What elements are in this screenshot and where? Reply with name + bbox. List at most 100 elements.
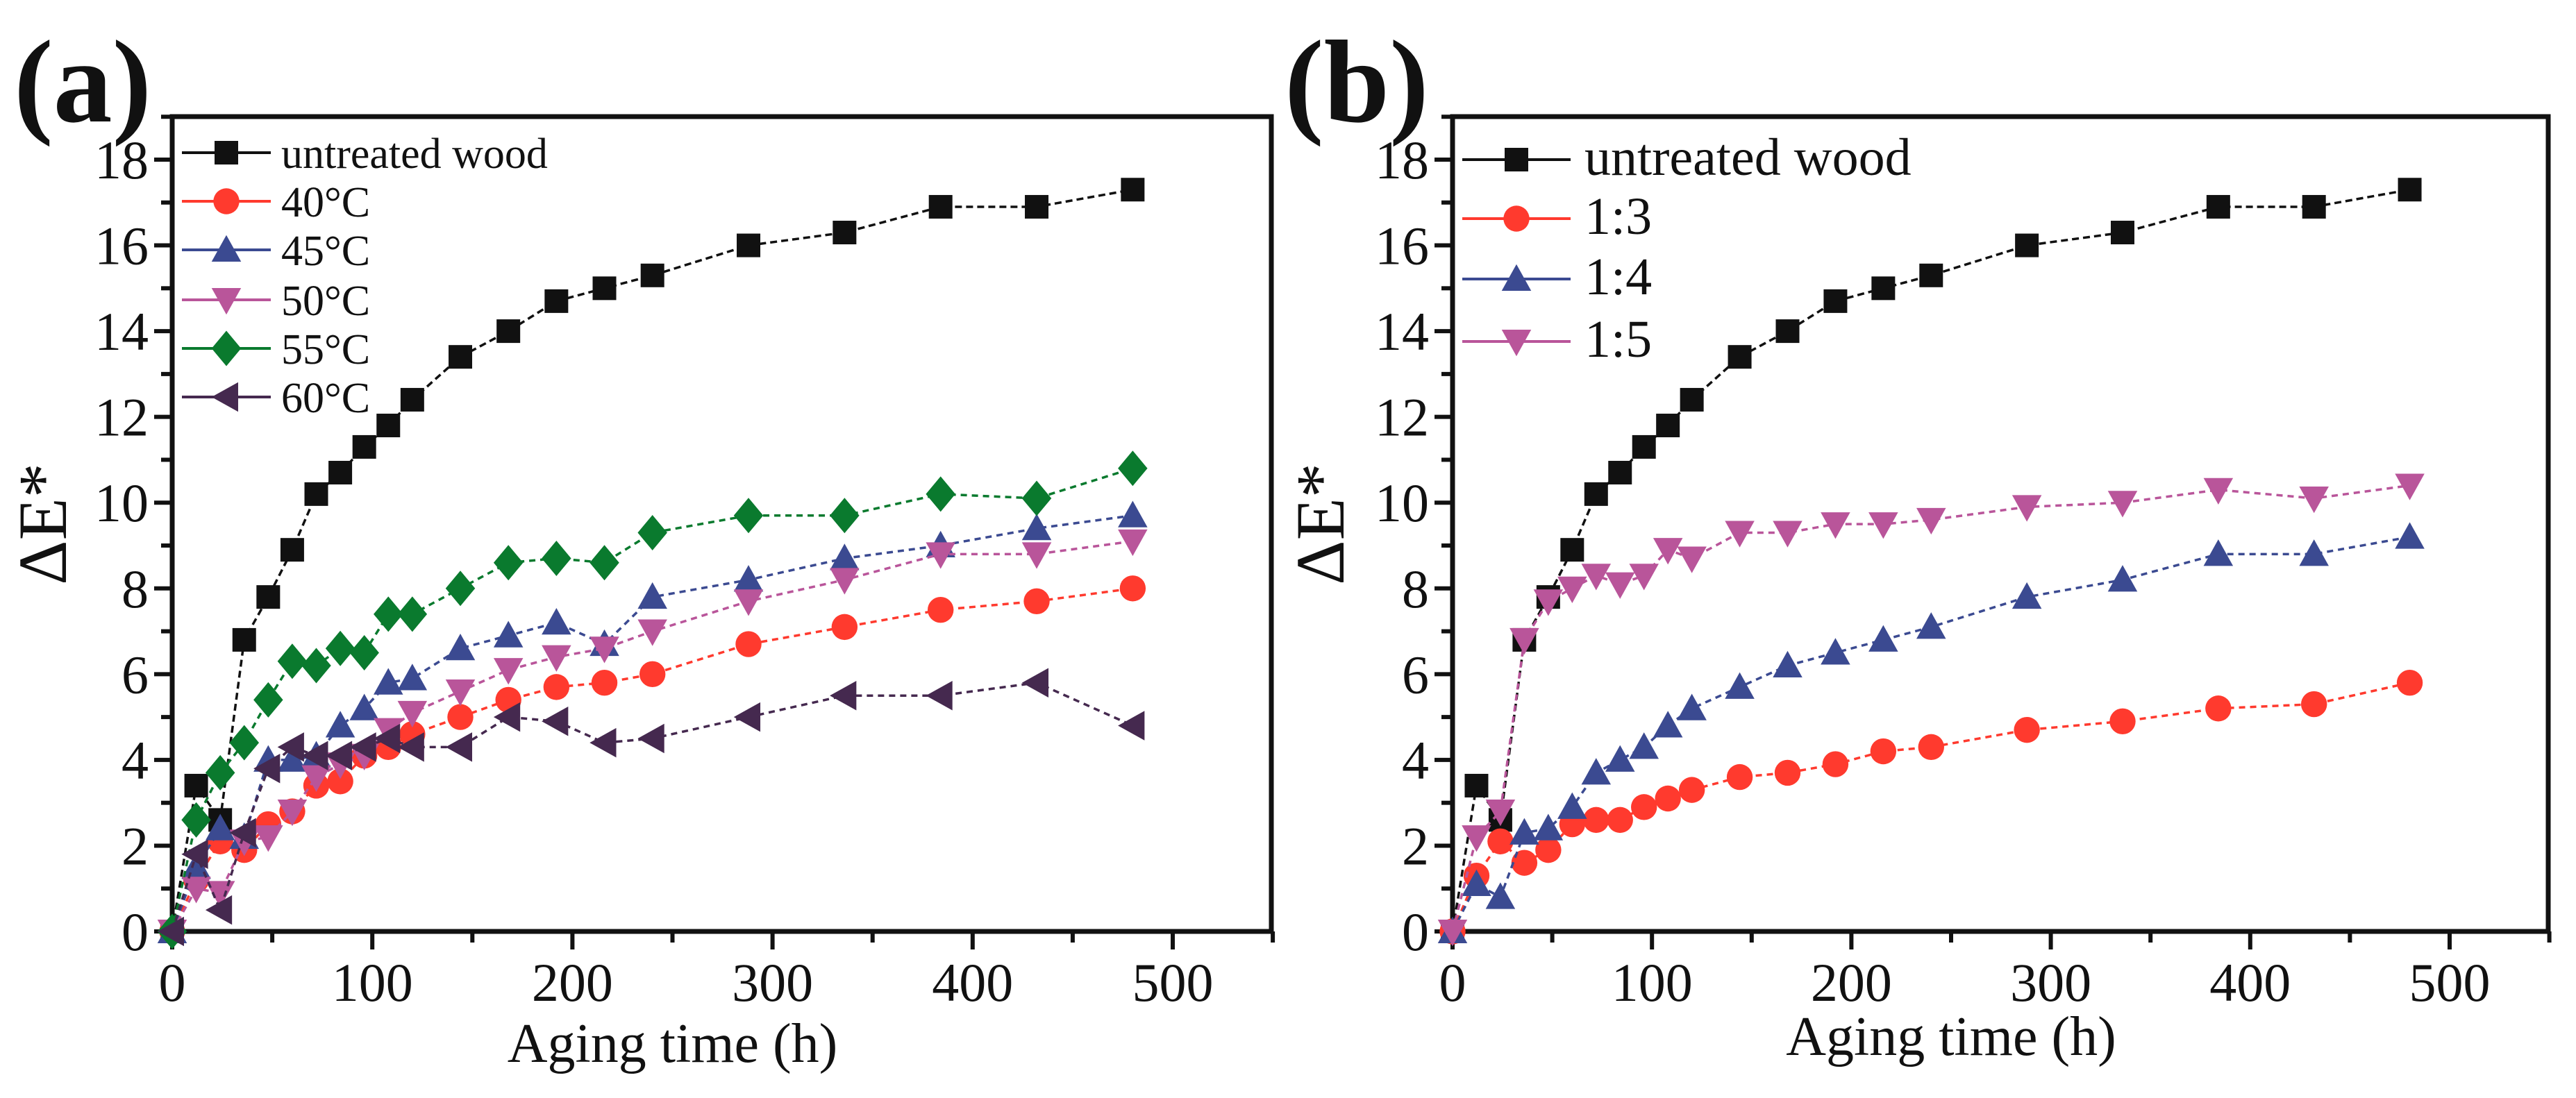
x-tick-label: 100: [1612, 952, 1693, 1013]
data-point: [830, 680, 857, 711]
data-point: [830, 568, 860, 595]
data-point: [397, 664, 428, 691]
data-point: [1021, 542, 1052, 569]
series-line: [1451, 535, 2410, 932]
data-point: [1509, 818, 1539, 845]
data-point: [1774, 759, 1801, 786]
data-point: [1631, 794, 1657, 820]
x-tick-label: 200: [1811, 952, 1892, 1013]
legend-item: 1:3: [1462, 187, 1652, 246]
series-line: [171, 681, 1134, 932]
legend-item: untreated wood: [1462, 128, 1912, 187]
y-tick-label: 8: [122, 559, 149, 619]
data-point: [1870, 738, 1897, 765]
legend-marker: [211, 288, 242, 315]
data-point: [1533, 813, 1564, 841]
data-point: [589, 636, 619, 664]
data-point: [733, 565, 764, 592]
data-point: [445, 571, 476, 607]
data-point: [2299, 539, 2329, 566]
legend-label: 40°C: [281, 179, 370, 226]
data-point: [1462, 869, 1491, 897]
data-point: [1629, 564, 1659, 591]
data-point: [1678, 777, 1705, 803]
y-axis-title: ΔE*: [1282, 463, 1359, 584]
data-point: [926, 542, 955, 569]
data-point: [1021, 514, 1052, 541]
data-point: [2299, 487, 2329, 514]
data-point: [592, 276, 617, 301]
data-point: [830, 498, 860, 534]
data-point: [2395, 473, 2425, 500]
data-point: [1581, 564, 1612, 591]
data-point: [205, 754, 235, 791]
data-point: [2109, 708, 2136, 734]
legend-item: 60°C: [182, 375, 370, 422]
series-line: [171, 514, 1133, 932]
data-point: [327, 768, 353, 795]
data-point: [304, 482, 328, 506]
data-point: [1725, 672, 1755, 699]
data-point: [374, 668, 403, 695]
y-tick-label: 6: [122, 644, 149, 704]
data-point: [277, 745, 308, 772]
data-point: [1728, 345, 1752, 369]
panel-a: (a) Aging time (h) ΔE* 0 100 200 300 400 500 0…: [4, 17, 1276, 1074]
data-point: [2015, 233, 2039, 257]
data-point: [277, 643, 308, 679]
legend-label: 1:3: [1584, 187, 1652, 246]
data-point: [1823, 289, 1848, 313]
legend-label: 55°C: [281, 326, 370, 373]
data-point: [205, 895, 233, 925]
data-point: [1725, 521, 1755, 548]
data-point: [1655, 785, 1681, 812]
series-untreated-wood: [160, 178, 1145, 943]
data-point: [2205, 695, 2232, 722]
data-point: [2014, 716, 2040, 743]
data-point: [277, 800, 308, 827]
data-point: [1916, 507, 1946, 535]
legend-label: 1:4: [1584, 248, 1652, 306]
data-point: [2396, 669, 2423, 696]
data-point: [184, 773, 208, 797]
y-tick-label: 4: [1402, 730, 1429, 791]
data-point: [397, 596, 428, 632]
legend-item: 40°C: [182, 179, 370, 226]
legend-marker: [1501, 264, 1532, 291]
data-point: [542, 707, 569, 736]
data-point: [1560, 538, 1584, 562]
y-axis-title: ΔE*: [4, 463, 81, 584]
data-point: [496, 319, 521, 344]
data-point: [1023, 588, 1050, 615]
data-point: [1607, 806, 1633, 834]
x-tick-label: 300: [732, 952, 813, 1013]
data-point: [1511, 850, 1538, 876]
data-point: [181, 839, 208, 870]
legend-marker: [211, 235, 242, 262]
data-point: [400, 387, 424, 412]
data-point: [1021, 668, 1049, 698]
data-point: [1629, 732, 1659, 759]
data-point: [445, 679, 476, 707]
legend-item: 1:5: [1462, 310, 1652, 369]
data-point: [374, 596, 403, 632]
legend-marker: [211, 330, 242, 366]
data-point: [1632, 434, 1656, 459]
data-point: [445, 634, 476, 661]
data-point: [205, 881, 235, 908]
legend-label: untreated wood: [1584, 128, 1912, 187]
y-tick-label: 0: [122, 902, 149, 962]
data-point: [352, 434, 376, 459]
data-point: [2107, 491, 2138, 518]
x-tick-label: 500: [2409, 952, 2491, 1013]
data-point: [2107, 565, 2138, 592]
legend-item: 45°C: [182, 228, 370, 275]
plot-frame: [169, 114, 1274, 934]
data-point: [349, 732, 376, 762]
data-point: [1868, 512, 1898, 539]
data-point: [1653, 538, 1683, 565]
data-point: [2203, 539, 2234, 566]
legend-label: untreated wood: [281, 130, 548, 178]
data-point: [2398, 178, 2422, 202]
data-point: [1680, 387, 1704, 412]
